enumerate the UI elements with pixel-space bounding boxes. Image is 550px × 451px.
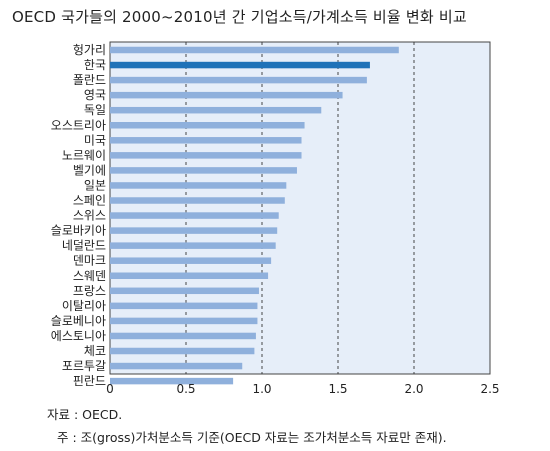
x-tick-label: 1.0 xyxy=(252,382,271,396)
category-label: 헝가리 xyxy=(73,43,106,57)
bar-3 xyxy=(110,91,343,99)
chart-title: OECD 국가들의 2000~2010년 간 기업소득/가계소득 비율 변화 비… xyxy=(12,8,467,26)
category-label: 포르투갈 xyxy=(62,359,106,373)
category-label: 덴마크 xyxy=(73,254,106,268)
bar-17 xyxy=(110,302,258,310)
category-label: 영국 xyxy=(84,88,106,102)
bar-2 xyxy=(110,76,367,84)
bar-11 xyxy=(110,212,279,219)
bar-13 xyxy=(110,242,276,249)
category-label: 슬로바키아 xyxy=(51,224,106,238)
category-label: 노르웨이 xyxy=(62,148,106,162)
bar-16 xyxy=(110,287,259,295)
category-label: 체코 xyxy=(84,344,106,358)
category-label: 스위스 xyxy=(73,209,106,223)
category-label: 이탈리아 xyxy=(62,299,106,313)
category-label: 에스토니아 xyxy=(51,329,106,343)
bar-8 xyxy=(110,167,297,174)
bar-22 xyxy=(110,377,234,385)
bar-7 xyxy=(110,152,302,159)
bar-19 xyxy=(110,332,256,340)
x-tick-label: 2.0 xyxy=(404,382,423,396)
category-label: 폴란드 xyxy=(73,73,106,87)
bar-0 xyxy=(110,46,399,54)
bar-12 xyxy=(110,227,278,234)
category-label: 오스트리아 xyxy=(51,118,106,132)
bar-5 xyxy=(110,122,305,129)
category-label: 핀란드 xyxy=(73,374,106,388)
category-label: 스웨덴 xyxy=(73,269,106,283)
category-label: 네덜란드 xyxy=(62,239,106,253)
category-label: 일본 xyxy=(84,178,106,192)
bar-4 xyxy=(110,106,322,114)
bar-6 xyxy=(110,137,302,144)
bar-20 xyxy=(110,347,255,355)
category-label: 스페인 xyxy=(73,194,106,208)
x-tick-label: 1.5 xyxy=(328,382,347,396)
category-label: 독일 xyxy=(84,103,106,117)
category-label: 한국 xyxy=(84,58,106,72)
bar-15 xyxy=(110,272,269,279)
bar-21 xyxy=(110,362,243,370)
bar-1 xyxy=(110,61,370,69)
bar-18 xyxy=(110,317,258,325)
category-label: 슬로베니아 xyxy=(51,314,106,328)
footnote: 주 : 조(gross)가처분소득 기준(OECD 자료는 조가처분소득 자료만… xyxy=(57,430,447,445)
bar-9 xyxy=(110,182,287,189)
bar-10 xyxy=(110,197,285,204)
x-tick-label: 2.5 xyxy=(480,382,499,396)
category-label: 프랑스 xyxy=(73,284,106,298)
source-note: 자료 : OECD. xyxy=(47,407,123,422)
category-label: 벨기에 xyxy=(73,163,106,177)
category-label: 미국 xyxy=(84,133,106,147)
x-tick-label: 0 xyxy=(106,382,114,396)
bar-14 xyxy=(110,257,272,264)
x-tick-label: 0.5 xyxy=(176,382,195,396)
plot-area xyxy=(109,41,491,375)
